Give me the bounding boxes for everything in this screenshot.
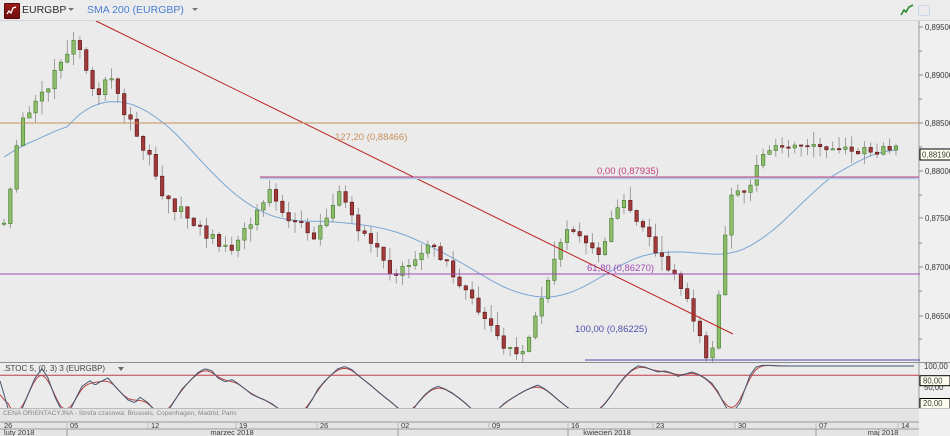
svg-text:.STOC 5, (0, 3) 3 (EURGBP): .STOC 5, (0, 3) 3 (EURGBP) — [3, 364, 105, 373]
svg-text:marzec 2018: marzec 2018 — [210, 428, 253, 436]
svg-text:100,00: 100,00 — [924, 363, 949, 371]
svg-text:09: 09 — [492, 421, 500, 430]
svg-text:07: 07 — [819, 421, 827, 430]
svg-text:0,88190: 0,88190 — [922, 151, 950, 160]
svg-text:61,80 (0,86270): 61,80 (0,86270) — [587, 263, 654, 274]
svg-text:luty 2018: luty 2018 — [4, 428, 34, 436]
svg-text:kwiecień 2018: kwiecień 2018 — [583, 428, 631, 436]
svg-text:20,00: 20,00 — [923, 399, 943, 408]
svg-text:127,20 (0,88466): 127,20 (0,88466) — [335, 132, 407, 143]
svg-text:02: 02 — [401, 421, 409, 430]
svg-text:100,00 (0,86225): 100,00 (0,86225) — [575, 324, 647, 335]
svg-text:05: 05 — [70, 421, 78, 430]
svg-text:0,00 (0,87935): 0,00 (0,87935) — [597, 166, 659, 177]
svg-text:14: 14 — [901, 421, 909, 430]
svg-text:16: 16 — [571, 421, 579, 430]
svg-text:30: 30 — [738, 421, 746, 430]
svg-text:26: 26 — [320, 421, 328, 430]
svg-text:CENA ORIENTACYJNA - Strefa cza: CENA ORIENTACYJNA - Strefa czasowa: Brus… — [3, 410, 237, 417]
svg-text:23: 23 — [656, 421, 664, 430]
svg-text:12: 12 — [151, 421, 159, 430]
svg-text:80,00: 80,00 — [923, 377, 943, 386]
svg-text:maj 2018: maj 2018 — [868, 428, 899, 436]
